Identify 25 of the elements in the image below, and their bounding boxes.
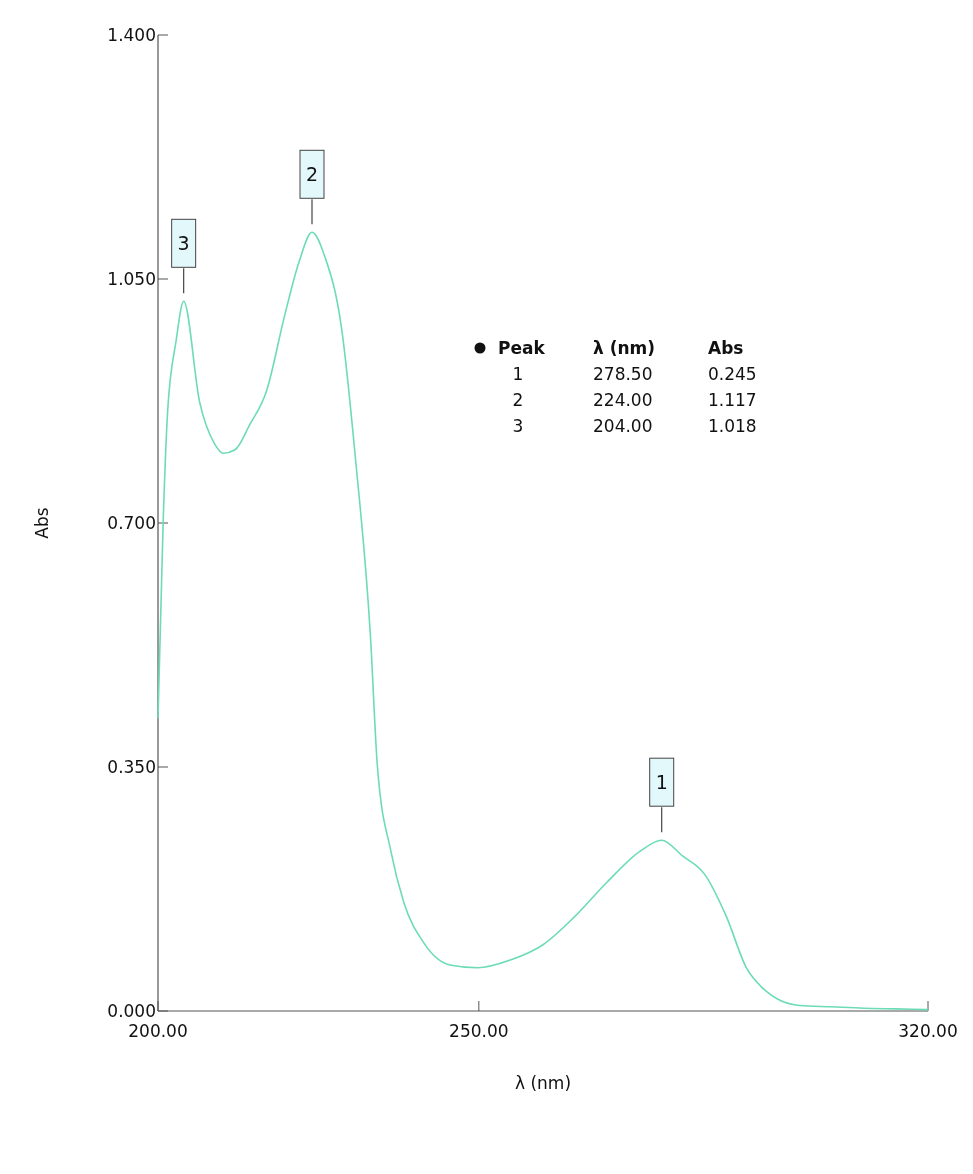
annotation: 1.018 [708,416,757,436]
annotation: 3 [512,416,524,436]
annotation: 1.117 [708,390,757,410]
annotation: 1 [655,770,668,793]
annotation: 204.00 [593,416,653,436]
annotation: 1 [512,364,524,384]
x-axis-title: λ (nm) [514,1073,572,1093]
x-tick-label: 320.00 [898,1021,958,1041]
annotation: Abs [708,338,744,358]
annotation: 3 [177,231,190,254]
y-tick-label: 0.000 [107,1000,156,1021]
annotation: 2 [512,390,524,410]
annotation: 224.00 [593,390,653,410]
annotation: 2 [305,162,319,185]
annotation: λ (nm) [593,338,656,358]
y-axis-title: Abs [32,507,52,539]
annotation: Peak [498,338,546,358]
y-tick-label: 1.050 [107,268,156,289]
x-tick-label: 250.00 [449,1021,509,1041]
annotation: 0.245 [708,364,757,384]
y-tick-label: 1.400 [107,24,156,45]
annotation: 278.50 [593,364,653,384]
y-tick-label: 0.350 [107,756,156,777]
x-tick-label: 200.00 [128,1021,188,1041]
y-tick-label: 0.700 [107,512,156,533]
